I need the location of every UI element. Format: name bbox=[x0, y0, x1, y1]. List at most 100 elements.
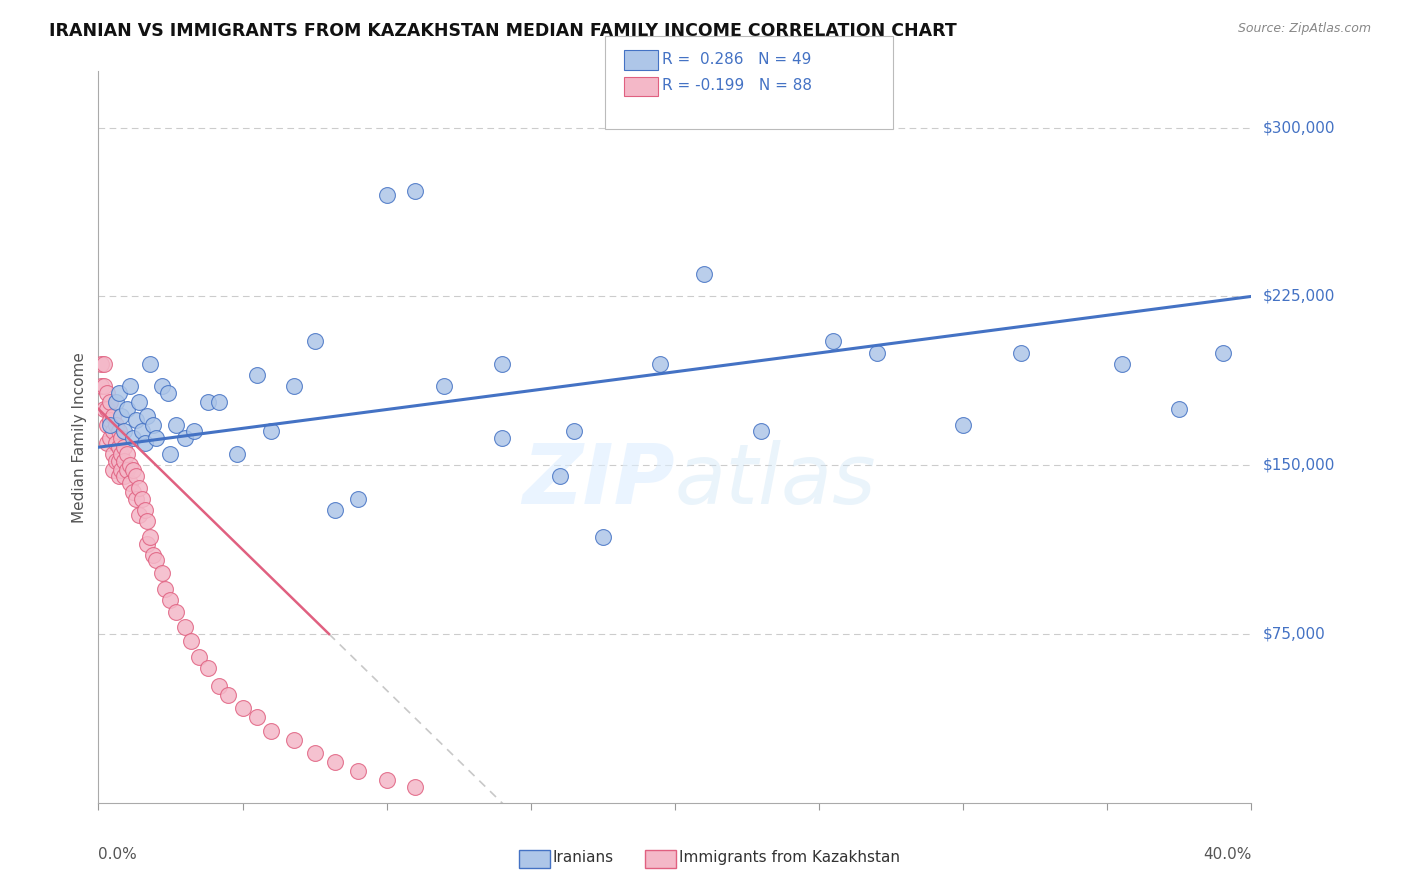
Point bbox=[217, 688, 239, 702]
Text: 40.0%: 40.0% bbox=[1204, 847, 1251, 862]
Point bbox=[96, 401, 118, 416]
Point bbox=[93, 379, 115, 393]
Text: Immigrants from Kazakhstan: Immigrants from Kazakhstan bbox=[679, 850, 900, 865]
Point bbox=[153, 582, 176, 596]
Point bbox=[93, 401, 115, 416]
Point bbox=[405, 184, 427, 198]
Point bbox=[96, 417, 118, 432]
Text: $300,000: $300,000 bbox=[1263, 120, 1334, 135]
Point bbox=[952, 417, 974, 432]
Text: R =  0.286   N = 49: R = 0.286 N = 49 bbox=[662, 52, 811, 67]
Point bbox=[246, 368, 269, 383]
Point bbox=[112, 469, 135, 483]
Point bbox=[90, 357, 112, 371]
Point bbox=[491, 357, 513, 371]
Point bbox=[174, 620, 197, 634]
Point bbox=[197, 395, 219, 409]
Point bbox=[136, 537, 159, 551]
Point bbox=[693, 267, 716, 281]
Point bbox=[90, 379, 112, 393]
Point bbox=[104, 417, 127, 432]
Text: $225,000: $225,000 bbox=[1263, 289, 1334, 304]
Point bbox=[128, 508, 150, 522]
Point bbox=[93, 357, 115, 371]
Point bbox=[1010, 345, 1032, 359]
Point bbox=[650, 357, 672, 371]
Point bbox=[120, 379, 142, 393]
Point bbox=[120, 458, 142, 473]
Text: ZIP: ZIP bbox=[522, 441, 675, 522]
Point bbox=[246, 710, 269, 724]
Point bbox=[1212, 345, 1234, 359]
Point bbox=[107, 440, 129, 454]
Point bbox=[283, 732, 305, 747]
Text: Iranians: Iranians bbox=[553, 850, 613, 865]
Point bbox=[592, 530, 614, 544]
Point bbox=[98, 395, 121, 409]
Point bbox=[433, 379, 456, 393]
Point bbox=[125, 413, 148, 427]
Point bbox=[197, 661, 219, 675]
Point bbox=[139, 530, 162, 544]
Point bbox=[1168, 401, 1191, 416]
Point bbox=[112, 453, 135, 467]
Point bbox=[145, 553, 167, 567]
Text: atlas: atlas bbox=[675, 441, 876, 522]
Point bbox=[110, 447, 132, 461]
Point bbox=[112, 440, 135, 454]
Point bbox=[128, 481, 150, 495]
Point bbox=[283, 379, 305, 393]
Point bbox=[117, 463, 139, 477]
Point bbox=[346, 491, 368, 506]
Point bbox=[183, 425, 205, 439]
Point bbox=[98, 413, 121, 427]
Point bbox=[110, 463, 132, 477]
Text: Source: ZipAtlas.com: Source: ZipAtlas.com bbox=[1237, 22, 1371, 36]
Point bbox=[101, 409, 124, 423]
Point bbox=[323, 503, 346, 517]
Text: $150,000: $150,000 bbox=[1263, 458, 1334, 473]
Point bbox=[110, 409, 132, 423]
Point bbox=[751, 425, 773, 439]
Point bbox=[122, 485, 145, 500]
Point bbox=[125, 469, 148, 483]
Point bbox=[136, 409, 159, 423]
Point bbox=[491, 431, 513, 445]
Point bbox=[180, 633, 202, 648]
Point bbox=[188, 649, 211, 664]
Point bbox=[131, 425, 153, 439]
Point bbox=[104, 435, 127, 450]
Point bbox=[122, 463, 145, 477]
Point bbox=[304, 334, 326, 349]
Point bbox=[159, 447, 181, 461]
Point bbox=[139, 357, 162, 371]
Point bbox=[104, 453, 127, 467]
Point bbox=[110, 431, 132, 445]
Point bbox=[159, 593, 181, 607]
Point bbox=[122, 431, 145, 445]
Point bbox=[208, 395, 231, 409]
Point bbox=[125, 491, 148, 506]
Point bbox=[823, 334, 845, 349]
Point bbox=[136, 515, 159, 529]
Point bbox=[134, 503, 156, 517]
Point bbox=[112, 425, 135, 439]
Point bbox=[225, 447, 247, 461]
Point bbox=[107, 453, 129, 467]
Point bbox=[375, 188, 398, 202]
Point bbox=[107, 386, 129, 401]
Point bbox=[101, 447, 124, 461]
Point bbox=[142, 548, 165, 562]
Point bbox=[96, 386, 118, 401]
Point bbox=[98, 417, 121, 432]
Point bbox=[101, 425, 124, 439]
Point bbox=[98, 431, 121, 445]
Text: $75,000: $75,000 bbox=[1263, 626, 1326, 641]
Point bbox=[150, 379, 173, 393]
Text: 0.0%: 0.0% bbox=[98, 847, 138, 862]
Point bbox=[208, 679, 231, 693]
Point bbox=[174, 431, 197, 445]
Point bbox=[150, 566, 173, 581]
Point bbox=[142, 417, 165, 432]
Point bbox=[304, 746, 326, 760]
